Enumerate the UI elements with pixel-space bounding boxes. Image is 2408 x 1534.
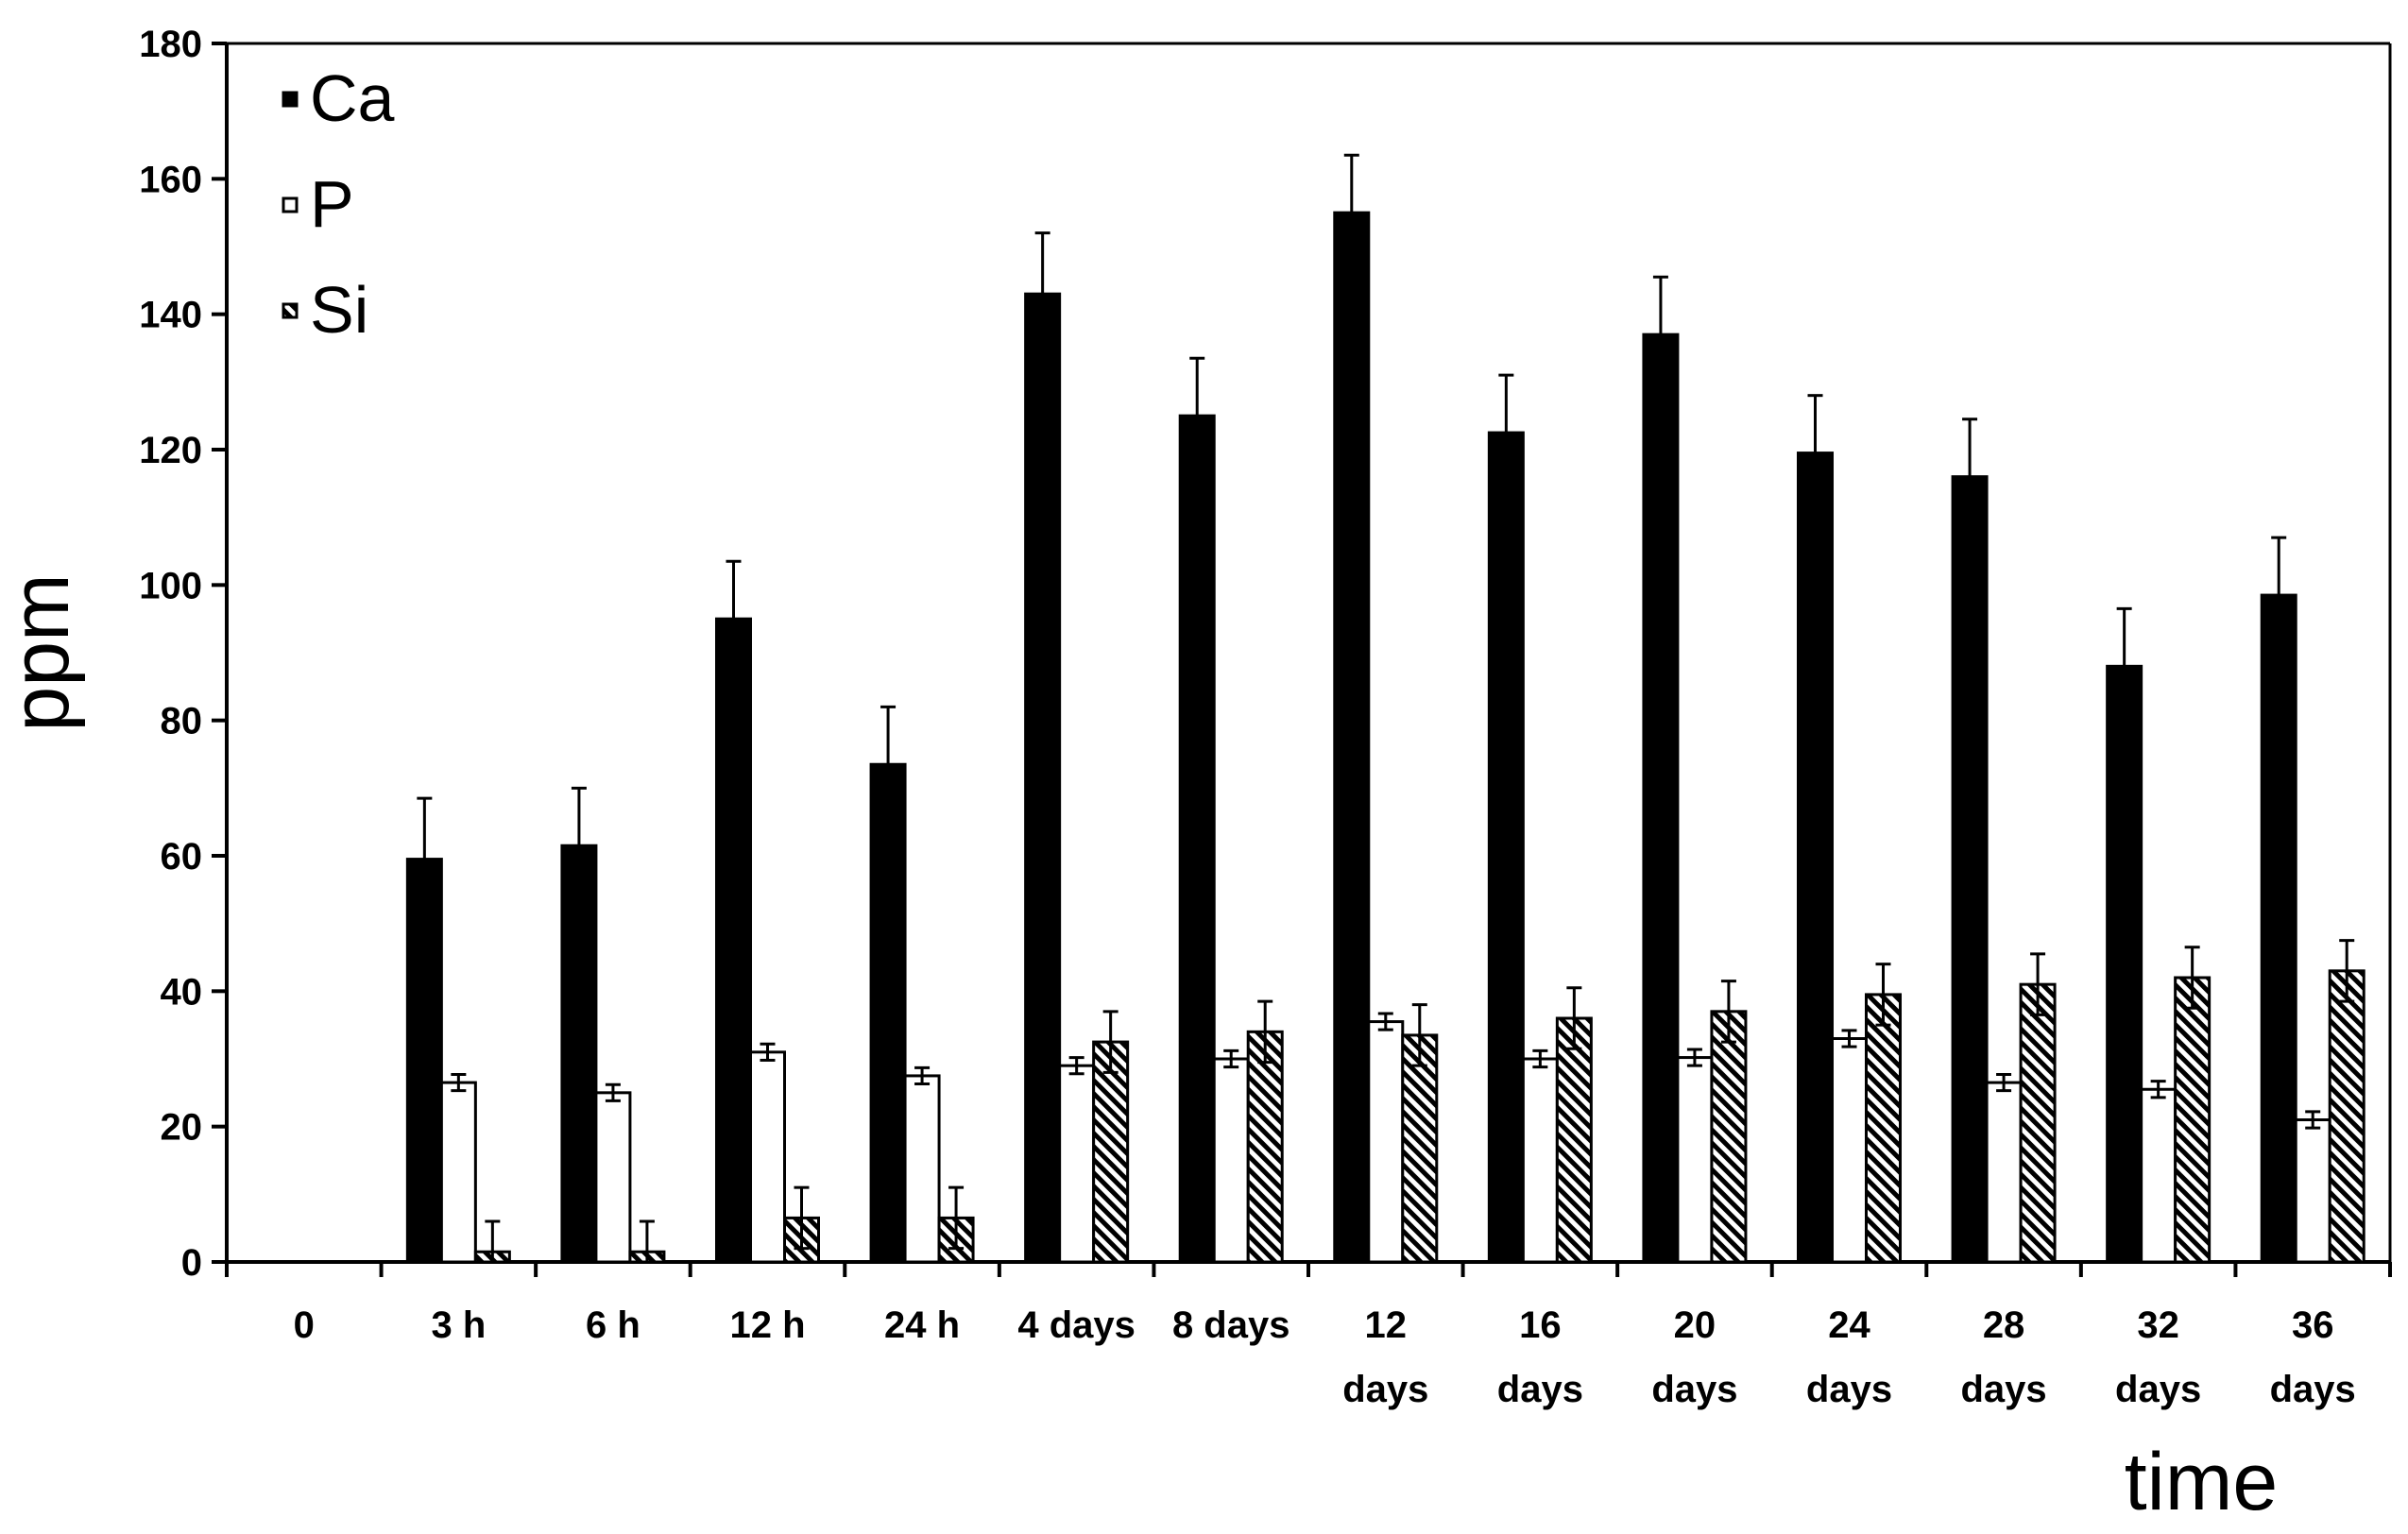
- x-tick-label: days: [2270, 1369, 2356, 1410]
- x-tick-label: days: [1806, 1369, 1892, 1410]
- bar-si: [2328, 969, 2365, 1264]
- x-axis-title: time: [2125, 1437, 2278, 1527]
- bar-ca: [1951, 475, 1989, 1264]
- bar-ca: [405, 858, 443, 1264]
- bar-ca: [1178, 414, 1216, 1264]
- bar-ca: [2106, 664, 2143, 1264]
- bar-si: [1710, 1010, 1748, 1264]
- x-tick-label: days: [1497, 1369, 1583, 1410]
- bar-ca: [1487, 431, 1525, 1264]
- bar-ca: [1797, 452, 1834, 1264]
- bar-si: [1401, 1033, 1439, 1264]
- legend-label-si: Si: [310, 273, 368, 347]
- bar-ca: [1024, 292, 1062, 1264]
- x-tick-label: 28: [1983, 1304, 2025, 1346]
- x-tick-label: 12: [1365, 1304, 1408, 1346]
- bar-p: [2140, 1087, 2177, 1264]
- x-tick-label: 20: [1674, 1304, 1716, 1346]
- x-tick-label: days: [1342, 1369, 1428, 1410]
- bar-si: [1092, 1040, 1130, 1264]
- x-tick-label: 12 h: [729, 1304, 805, 1346]
- bar-si: [1246, 1030, 1284, 1264]
- y-tick-label: 180: [139, 24, 202, 65]
- y-tick-label: 160: [139, 159, 202, 200]
- y-tick-label: 120: [139, 430, 202, 471]
- x-tick-label: 4 days: [1017, 1304, 1136, 1346]
- bar-p: [1985, 1081, 2023, 1264]
- y-tick-label: 40: [161, 971, 203, 1013]
- bar-ca: [1642, 332, 1680, 1264]
- legend-swatch-ca: [282, 91, 299, 108]
- y-tick-label: 0: [181, 1242, 202, 1284]
- y-tick-label: 20: [161, 1107, 203, 1149]
- legend-swatch-si: [282, 302, 299, 319]
- bar-p: [903, 1074, 941, 1264]
- x-tick-label: 6 h: [586, 1304, 640, 1346]
- x-tick-label: 36: [2292, 1304, 2334, 1346]
- bar-p: [749, 1050, 786, 1264]
- y-tick-label: 60: [161, 836, 203, 878]
- bar-p: [1831, 1037, 1868, 1264]
- bar-p: [439, 1081, 477, 1264]
- x-tick-label: 24: [1828, 1304, 1870, 1346]
- bar-ca: [715, 617, 752, 1264]
- legend-label-p: P: [310, 167, 354, 241]
- x-tick-label: days: [1651, 1369, 1737, 1410]
- bar-si: [1555, 1016, 1593, 1264]
- legend-label-ca: Ca: [310, 61, 395, 135]
- x-tick-label: 24 h: [884, 1304, 960, 1346]
- y-tick-label: 140: [139, 295, 202, 336]
- x-tick-label: 3 h: [431, 1304, 486, 1346]
- x-tick-label: 8 days: [1172, 1304, 1290, 1346]
- x-tick-label: days: [1960, 1369, 2046, 1410]
- bar-ca: [1333, 211, 1371, 1264]
- bar-ca: [869, 762, 907, 1264]
- y-tick-label: 100: [139, 565, 202, 606]
- x-tick-label: 16: [1519, 1304, 1562, 1346]
- y-tick-label: 80: [161, 701, 203, 742]
- bar-p: [1367, 1020, 1405, 1264]
- legend-swatch-p: [282, 196, 299, 213]
- bar-p: [1521, 1057, 1559, 1264]
- bar-p: [594, 1091, 632, 1264]
- bar-p: [1058, 1064, 1096, 1264]
- bar-si: [1865, 993, 1902, 1264]
- bar-ca: [2260, 593, 2297, 1264]
- y-axis-title: ppm: [0, 573, 86, 731]
- bar-p: [2294, 1118, 2331, 1264]
- x-tick-label: 0: [294, 1304, 315, 1346]
- bar-si: [2174, 976, 2212, 1264]
- bar-p: [1212, 1057, 1250, 1264]
- x-tick-label: 32: [2137, 1304, 2179, 1346]
- bar-si: [2019, 982, 2057, 1264]
- bar-p: [1676, 1056, 1714, 1264]
- bar-ca: [560, 844, 598, 1264]
- x-tick-label: days: [2115, 1369, 2201, 1410]
